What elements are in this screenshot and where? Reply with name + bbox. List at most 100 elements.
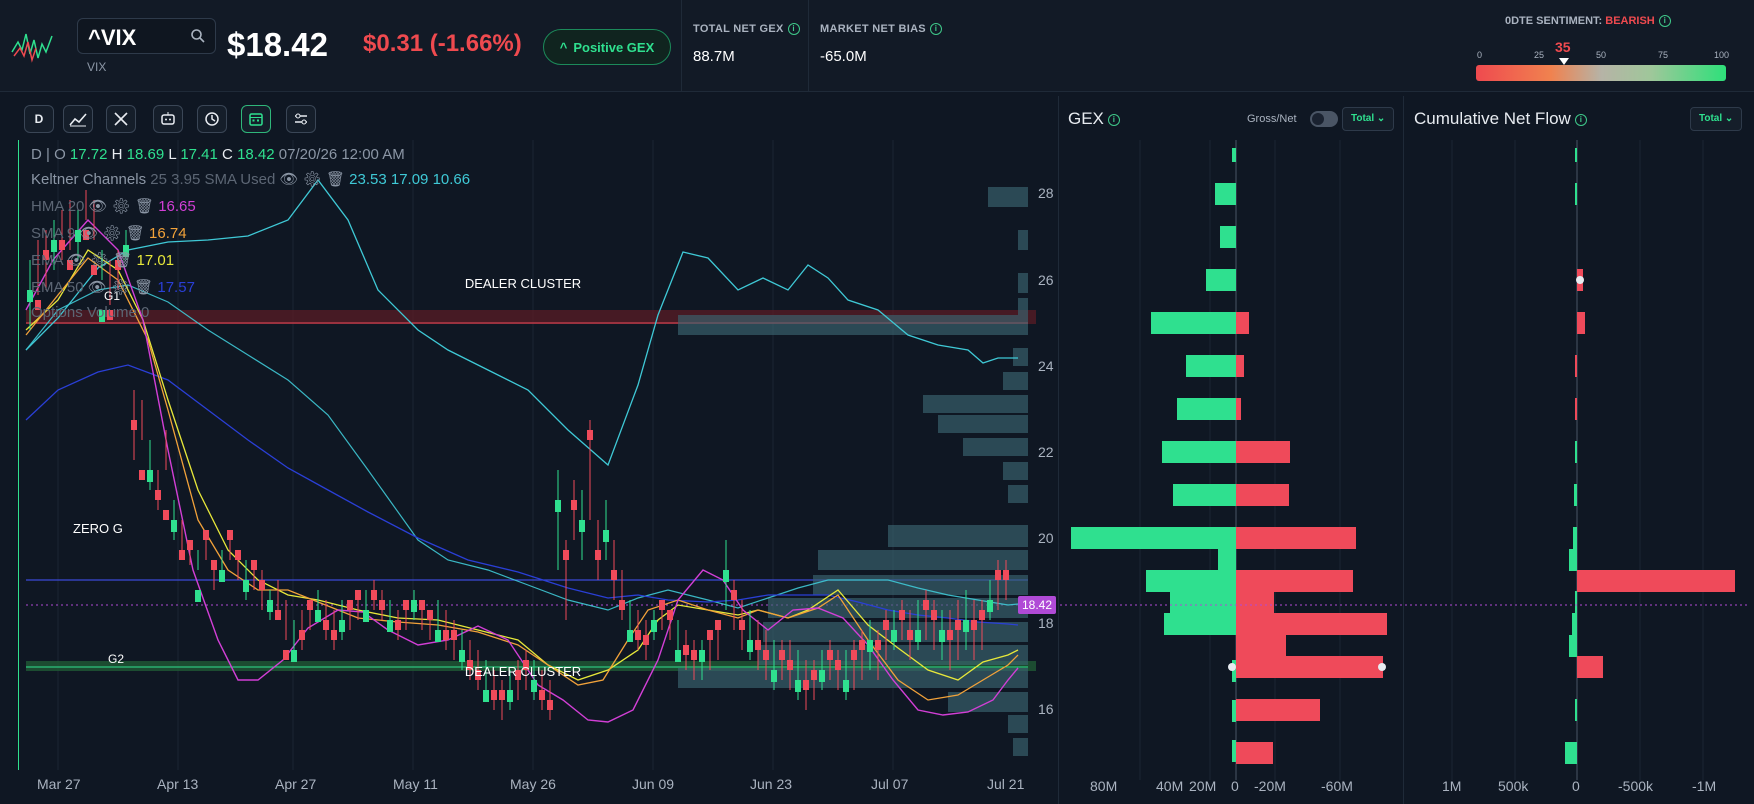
candle-body <box>827 650 833 660</box>
candle-body <box>579 520 585 532</box>
candle-body <box>667 610 673 620</box>
candle-body <box>995 570 1001 580</box>
price-chart[interactable]: DEALER CLUSTER G1 ZERO G G2 DEALER CLUST… <box>18 140 1058 770</box>
eye-icon[interactable]: 👁 <box>66 252 86 269</box>
gex-badge-label: Positive GEX <box>573 39 655 55</box>
candle-body <box>435 630 441 642</box>
candle-body <box>699 650 705 662</box>
gex-x-tick: 0 <box>1231 778 1239 794</box>
candle-body <box>531 680 537 692</box>
search-icon[interactable] <box>189 27 207 45</box>
volume-profile <box>678 187 1028 756</box>
candle-body <box>147 470 153 482</box>
candle-body <box>587 430 593 440</box>
sentiment-gauge <box>1476 65 1726 81</box>
bot-icon <box>161 112 175 125</box>
x-tick: Jun 23 <box>750 776 793 792</box>
ema-50 <box>25 364 1019 626</box>
flow-x-tick: 500k <box>1498 778 1529 794</box>
trash-icon[interactable]: 🗑 <box>125 225 145 242</box>
candle-body <box>819 670 825 682</box>
eye-icon[interactable]: 👁 <box>88 198 108 215</box>
gear-icon[interactable]: ⚙ <box>111 198 131 215</box>
candle-body <box>611 570 617 580</box>
gex-x-tick: 40M <box>1156 778 1184 794</box>
eye-icon[interactable]: 👁 <box>79 225 99 242</box>
candle-body <box>371 590 377 600</box>
zero-g-label: ZERO G <box>73 521 123 536</box>
x-tick: May 26 <box>510 776 556 792</box>
x-tick: Apr 27 <box>275 776 317 792</box>
eye-icon[interactable]: 👁 <box>279 171 299 188</box>
sma-legend: SMA 9 👁 ⚙ 🗑 16.74 <box>31 225 187 242</box>
candle-body <box>203 530 209 540</box>
gex-negative-bars <box>1236 312 1387 764</box>
keltner-upper <box>25 178 1018 467</box>
gear-icon[interactable]: ⚙ <box>90 252 110 269</box>
gross-net-toggle[interactable] <box>1310 111 1338 127</box>
calendar-button[interactable] <box>241 105 271 133</box>
candle-body <box>347 600 353 610</box>
interval-button[interactable]: D <box>24 105 54 133</box>
gear-icon[interactable]: ⚙ <box>302 171 322 188</box>
trash-icon[interactable]: 🗑 <box>134 198 155 215</box>
candle-body <box>99 310 105 322</box>
info-icon[interactable]: i <box>1574 113 1587 126</box>
eye-icon[interactable]: 👁 <box>87 279 107 296</box>
candle-body <box>467 660 473 670</box>
keltner-legend: Keltner Channels 25 3.95 SMA Used 👁 ⚙ 🗑 … <box>31 171 471 188</box>
drawing-tools-icon <box>114 112 128 126</box>
info-icon[interactable]: i <box>1107 113 1120 126</box>
settings-button[interactable] <box>286 105 316 133</box>
market-net-bias-value: -65.0M <box>820 48 867 65</box>
gear-icon[interactable]: ⚙ <box>102 225 122 242</box>
bot-button[interactable] <box>153 105 183 133</box>
candle-body <box>539 690 545 700</box>
ticker-search-field[interactable]: ^VIX <box>77 18 216 54</box>
candle-body <box>883 620 889 630</box>
cumulative-flow-chart[interactable] <box>1405 140 1750 780</box>
flow-x-tick: 0 <box>1572 778 1580 794</box>
market-net-bias-label: MARKET NET BIAS i <box>820 23 942 36</box>
x-tick: Jun 09 <box>632 776 675 792</box>
trash-icon[interactable]: 🗑 <box>113 252 133 269</box>
candle-body <box>323 620 329 630</box>
g2-label: G2 <box>108 652 124 666</box>
trash-icon[interactable]: 🗑 <box>134 279 154 296</box>
total-net-gex-value: 88.7M <box>693 48 735 65</box>
header-divider <box>681 0 682 92</box>
gex-total-select[interactable]: Total ⌄ <box>1342 107 1395 131</box>
candle-body <box>643 635 649 645</box>
candle-body <box>891 630 897 642</box>
replay-icon <box>205 112 219 126</box>
ticker-input[interactable]: ^VIX <box>88 25 137 50</box>
candle-body <box>619 600 625 610</box>
hma-legend: HMA 20 👁 ⚙ 🗑 16.65 <box>31 198 196 215</box>
info-icon[interactable]: i <box>787 23 800 36</box>
candle-body <box>947 630 953 640</box>
indicators-button[interactable] <box>63 105 93 133</box>
panel-divider <box>1403 96 1404 804</box>
sentiment-scale-tick: 25 <box>1534 50 1545 60</box>
info-icon[interactable]: i <box>1658 15 1671 28</box>
candle-body <box>419 600 425 610</box>
sentiment-scale-tick: 100 <box>1714 50 1730 60</box>
flow-total-select[interactable]: Total ⌄ <box>1690 107 1743 131</box>
dealer-cluster-lower-label: DEALER CLUSTER <box>465 664 581 679</box>
gex-status-badge[interactable]: ^ Positive GEX <box>543 29 671 65</box>
candle-body <box>179 550 185 560</box>
gex-chart[interactable] <box>1060 140 1410 780</box>
candle-body <box>867 640 873 652</box>
replay-button[interactable] <box>197 105 227 133</box>
trash-icon[interactable]: 🗑 <box>325 171 345 188</box>
candle-body <box>811 670 817 680</box>
drawing-tools-button[interactable] <box>106 105 136 133</box>
gear-icon[interactable]: ⚙ <box>110 279 130 296</box>
candle-body <box>915 630 921 642</box>
candle-body <box>771 670 777 682</box>
candle-body <box>875 640 881 650</box>
candle-body <box>363 610 369 622</box>
candle-body <box>779 650 785 660</box>
price-change: $0.31 (-1.66%) <box>363 30 522 57</box>
info-icon[interactable]: i <box>929 23 942 36</box>
